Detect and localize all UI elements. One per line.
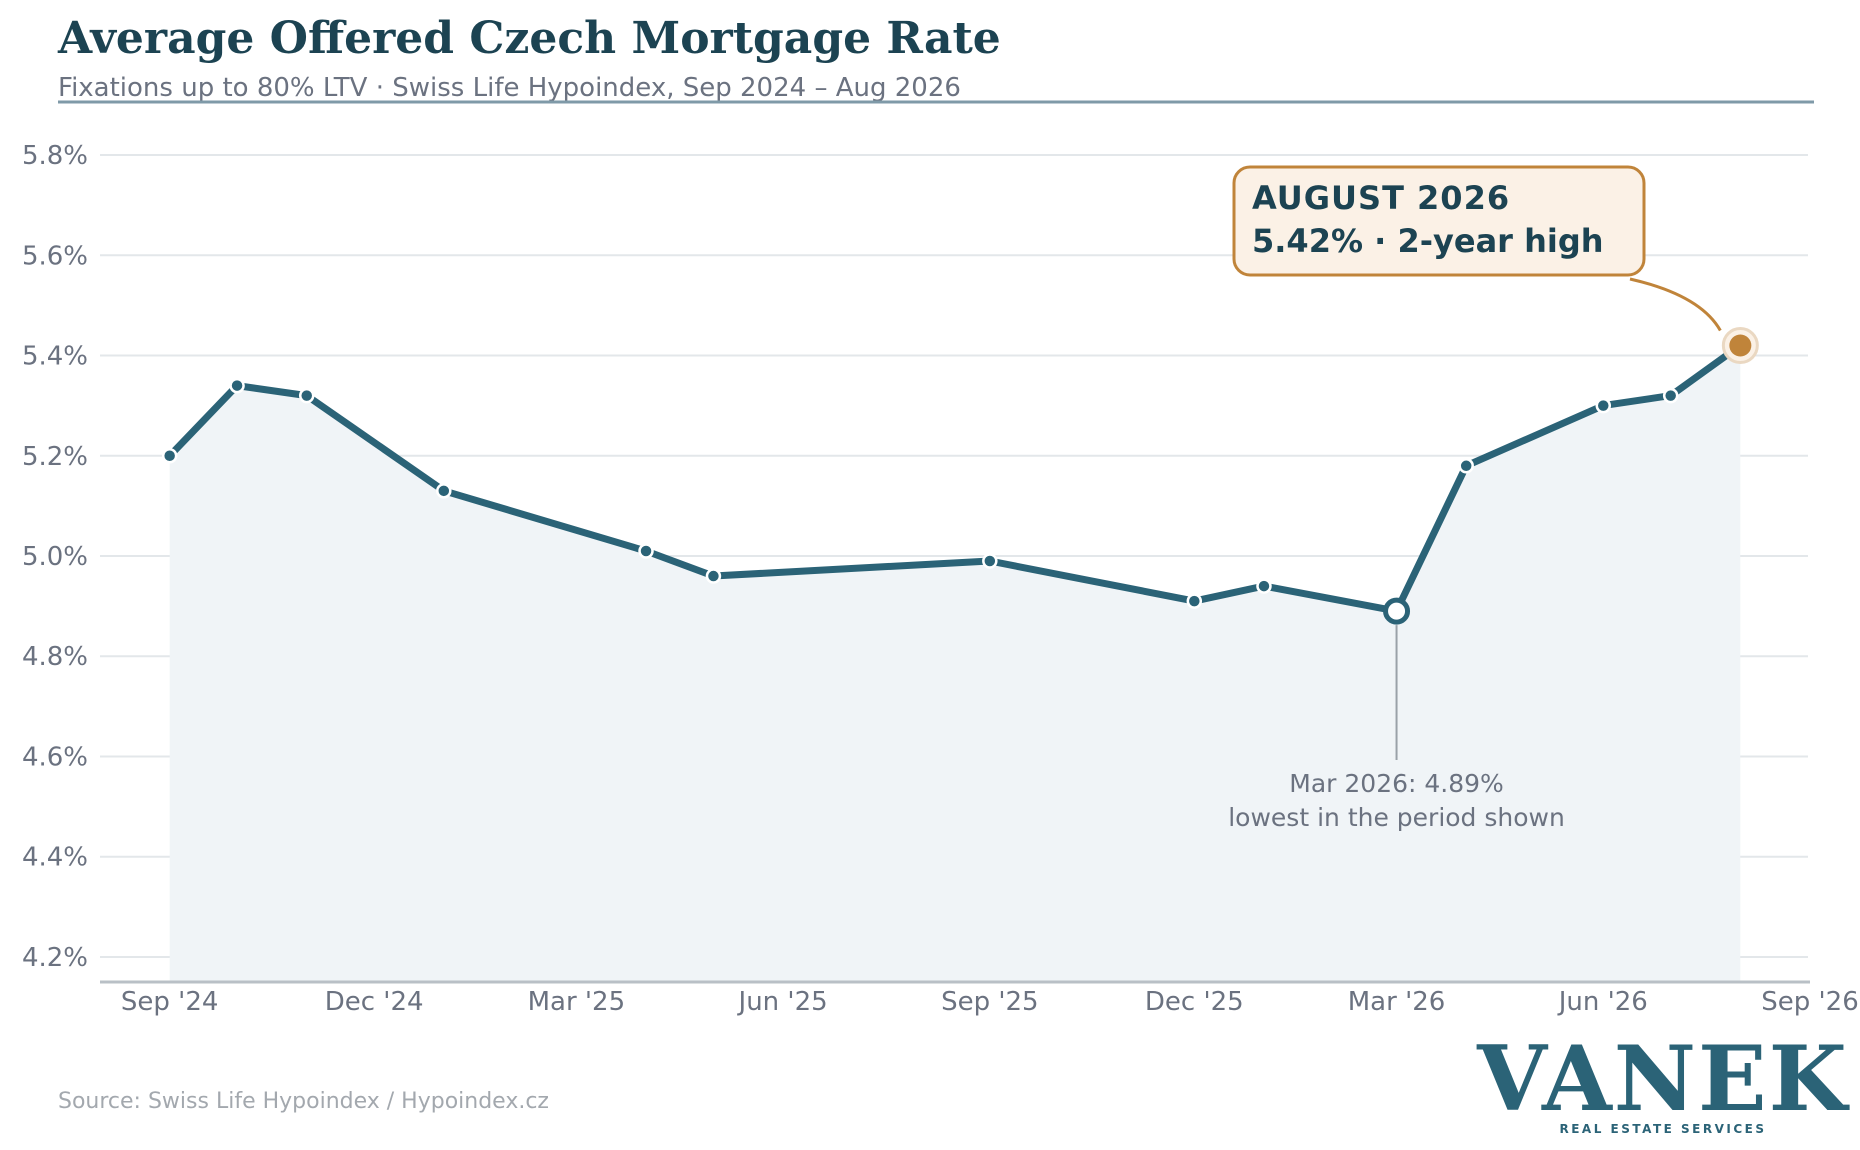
y-tick-label: 5.6% bbox=[22, 241, 88, 271]
data-point bbox=[298, 387, 315, 404]
data-point bbox=[1662, 387, 1679, 404]
low-point bbox=[1383, 597, 1411, 625]
source-note: Source: Swiss Life Hypoindex / Hypoindex… bbox=[58, 1089, 549, 1114]
data-point bbox=[982, 553, 998, 569]
y-tick-label: 5.0% bbox=[22, 542, 88, 572]
x-axis-ticks: Sep '24 Dec '24 Mar '25 Jun '25 Sep '25 Dec '… bbox=[121, 987, 1859, 1017]
data-point bbox=[1595, 397, 1612, 414]
x-tick-label: Sep '24 bbox=[121, 987, 219, 1017]
high-annotation: AUGUST 2026 5.42% · 2-year high bbox=[1232, 165, 1722, 332]
x-tick-label: Jun '26 bbox=[1557, 987, 1648, 1017]
low-annotation-note: lowest in the period shown bbox=[1228, 803, 1565, 832]
callout-box bbox=[1232, 165, 1646, 277]
x-tick-label: Mar '26 bbox=[1348, 987, 1446, 1017]
logo-tagline: REAL ESTATE SERVICES bbox=[1559, 1122, 1766, 1136]
data-point bbox=[705, 568, 722, 584]
low-annotation: Mar 2026: 4.89% lowest in the period sho… bbox=[1228, 625, 1565, 832]
low-annotation-value: Mar 2026: 4.89% bbox=[1289, 769, 1504, 798]
chart-subtitle: Fixations up to 80% LTV · Swiss Life Hyp… bbox=[58, 73, 961, 103]
series-line bbox=[166, 342, 1744, 615]
data-point bbox=[638, 543, 654, 559]
x-tick-label: Sep '26 bbox=[1761, 987, 1859, 1017]
high-leader-line bbox=[1629, 277, 1722, 332]
y-tick-label: 5.8% bbox=[22, 141, 88, 171]
data-point bbox=[229, 377, 245, 394]
x-tick-label: Jun '25 bbox=[737, 987, 828, 1017]
y-tick-label: 5.2% bbox=[22, 442, 88, 472]
x-tick-label: Dec '25 bbox=[1145, 987, 1244, 1017]
x-tick-label: Dec '24 bbox=[325, 987, 424, 1017]
callout-value: 5.42% · 2-year high bbox=[1252, 222, 1604, 260]
y-tick-label: 5.4% bbox=[22, 342, 88, 372]
data-point bbox=[1458, 458, 1474, 474]
y-axis-ticks: 4.2% 4.4% 4.6% 4.8% 5.0% 5.2% 5.4% 5.6% 5.8% bbox=[22, 141, 88, 973]
y-tick-label: 4.4% bbox=[22, 843, 88, 873]
high-point bbox=[1729, 334, 1752, 357]
vanek-logo: VANEK REAL ESTATE SERVICES bbox=[1476, 1026, 1850, 1136]
data-point bbox=[436, 483, 452, 499]
logo-wordmark: VANEK bbox=[1476, 1026, 1850, 1132]
y-tick-label: 4.6% bbox=[22, 742, 88, 772]
chart-title: Average Offered Czech Mortgage Rate bbox=[57, 13, 1001, 64]
data-points bbox=[161, 327, 1759, 625]
callout-month: AUGUST 2026 bbox=[1252, 179, 1510, 217]
data-point bbox=[1256, 578, 1272, 594]
y-tick-label: 4.8% bbox=[22, 642, 88, 672]
y-tick-label: 4.2% bbox=[22, 943, 88, 973]
x-tick-label: Sep '25 bbox=[941, 987, 1039, 1017]
data-point bbox=[161, 448, 178, 464]
area-fill bbox=[169, 345, 1741, 982]
x-tick-label: Mar '25 bbox=[528, 987, 626, 1017]
data-point bbox=[1186, 593, 1203, 609]
